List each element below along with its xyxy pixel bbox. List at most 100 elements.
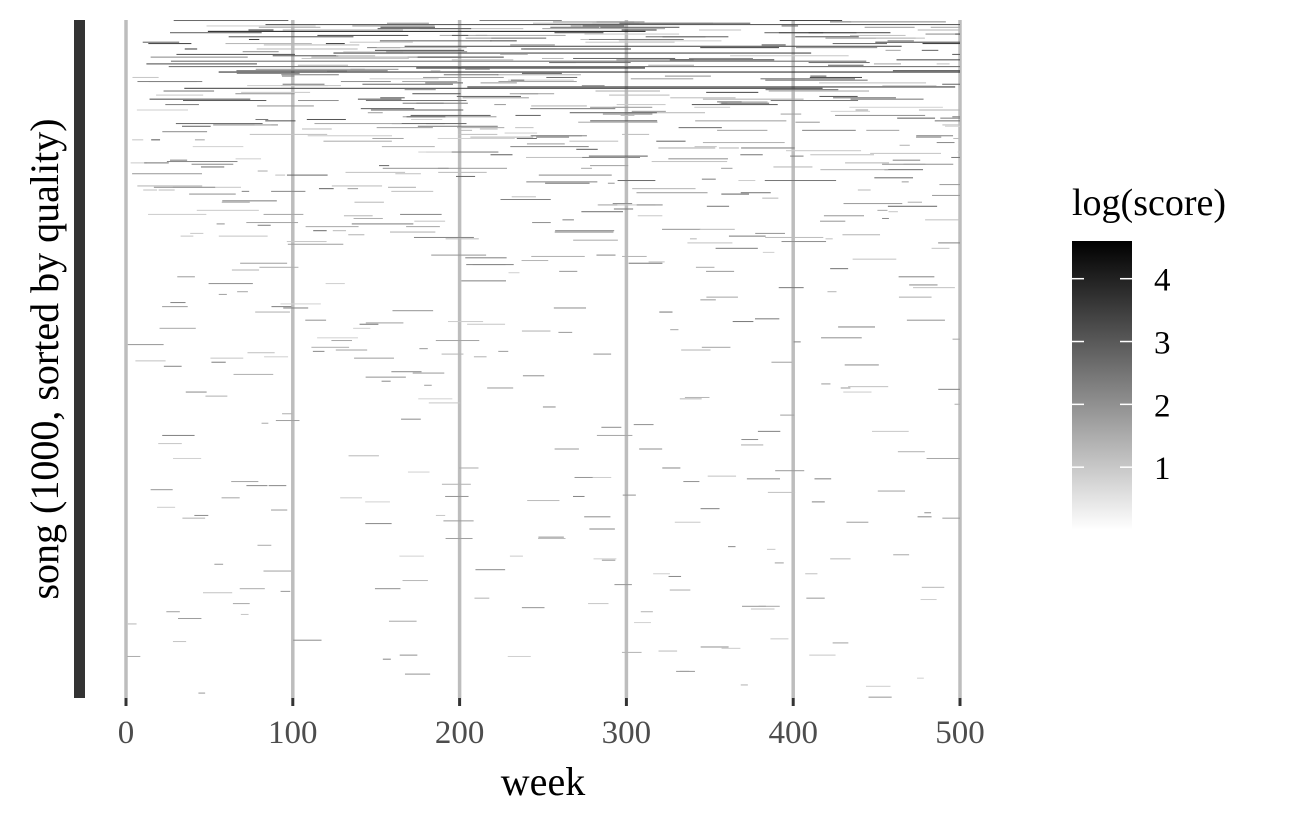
heatmap-cell bbox=[259, 266, 299, 268]
heatmap-cell bbox=[573, 239, 618, 241]
heatmap-cell bbox=[932, 194, 960, 196]
heatmap-cell bbox=[509, 555, 523, 557]
heatmap-cell bbox=[848, 386, 889, 388]
heatmap-cell bbox=[849, 21, 946, 23]
heatmap-cell bbox=[208, 283, 253, 285]
heatmap-cell bbox=[898, 276, 935, 278]
heatmap-cell bbox=[607, 182, 615, 184]
heatmap-cell bbox=[280, 303, 321, 305]
heatmap-cell bbox=[475, 569, 506, 571]
heatmap-cell bbox=[626, 112, 706, 114]
heatmap-cell bbox=[263, 44, 360, 46]
heatmap-cell bbox=[573, 495, 585, 497]
heatmap-cell bbox=[593, 353, 612, 355]
x-tick-label-100: 100 bbox=[268, 715, 318, 751]
heatmap-cell bbox=[538, 536, 564, 538]
heatmap-cell bbox=[766, 548, 776, 550]
heatmap-cell bbox=[574, 476, 594, 478]
heatmap-cell bbox=[669, 59, 775, 61]
heatmap-cell bbox=[435, 340, 480, 342]
heatmap-cell bbox=[802, 129, 856, 131]
heatmap-cell bbox=[760, 78, 855, 80]
heatmap-cell bbox=[380, 26, 436, 28]
heatmap-cell bbox=[553, 21, 635, 23]
heatmap-cell bbox=[132, 139, 144, 141]
heatmap-cell bbox=[336, 55, 376, 57]
heatmap-cell bbox=[874, 177, 914, 179]
heatmap-cell bbox=[931, 247, 950, 249]
heatmap-cell bbox=[416, 67, 645, 69]
heatmap-cell bbox=[835, 114, 926, 116]
heatmap-cell bbox=[166, 611, 180, 613]
heatmap-cell bbox=[480, 82, 517, 84]
heatmap-cell bbox=[925, 33, 960, 35]
heatmap-cell bbox=[359, 323, 379, 325]
color-legend: log(score) 1 2 3 4 bbox=[1072, 182, 1226, 530]
heatmap-cell bbox=[554, 32, 604, 34]
heatmap-cell bbox=[507, 655, 531, 657]
heatmap-cell bbox=[210, 357, 244, 359]
heatmap-cell bbox=[694, 146, 717, 148]
heatmap-cell bbox=[662, 228, 701, 230]
heatmap-cell bbox=[645, 36, 706, 38]
heatmap-cell bbox=[938, 242, 960, 244]
heatmap-cell bbox=[148, 43, 192, 45]
heatmap-cell bbox=[325, 283, 345, 285]
heatmap-cell bbox=[940, 117, 960, 119]
heatmap-cell bbox=[602, 113, 653, 115]
heatmap-cell bbox=[953, 137, 960, 139]
heatmap-cell bbox=[510, 146, 589, 148]
heatmap-cell bbox=[206, 25, 316, 27]
heatmap-cell bbox=[170, 159, 188, 161]
heatmap-cell bbox=[491, 37, 547, 39]
heatmap-cell bbox=[246, 222, 299, 224]
heatmap-cell bbox=[474, 597, 490, 599]
heatmap-cell bbox=[721, 193, 749, 195]
heatmap-cell bbox=[590, 120, 658, 122]
heatmap-cell bbox=[369, 78, 439, 80]
heatmap-cell bbox=[774, 562, 784, 564]
heatmap-cell bbox=[639, 448, 663, 450]
heatmap-cell bbox=[191, 163, 234, 165]
heatmap-cell bbox=[875, 37, 925, 39]
heatmap-cell bbox=[921, 49, 939, 51]
heatmap-cell bbox=[458, 133, 498, 135]
heatmap-cell bbox=[305, 226, 359, 228]
heatmap-cell bbox=[541, 57, 564, 59]
gridlines bbox=[124, 20, 962, 698]
heatmap-cell bbox=[268, 485, 287, 487]
heatmap-cell bbox=[441, 353, 464, 355]
heatmap-cell bbox=[555, 230, 615, 232]
heatmap-cell bbox=[589, 38, 684, 41]
heatmap-cell bbox=[569, 112, 657, 114]
heatmap-cell bbox=[706, 205, 730, 207]
heatmap-cell bbox=[536, 136, 570, 138]
heatmap-cell bbox=[162, 131, 208, 133]
heatmap-cell bbox=[331, 340, 352, 342]
heatmap-cells bbox=[127, 20, 961, 698]
heatmap-cell bbox=[740, 684, 748, 686]
heatmap-cell bbox=[163, 365, 182, 367]
heatmap-cell bbox=[857, 189, 871, 191]
heatmap-cell bbox=[593, 558, 617, 560]
heatmap-cell bbox=[896, 59, 960, 61]
heatmap-cell bbox=[165, 104, 199, 106]
heatmap-cell bbox=[640, 611, 653, 613]
heatmap-cell bbox=[388, 620, 417, 622]
heatmap-cell bbox=[392, 310, 434, 312]
heatmap-cell bbox=[830, 110, 871, 112]
heatmap-cell bbox=[461, 280, 506, 282]
heatmap-cell bbox=[582, 156, 641, 158]
heatmap-cell bbox=[939, 184, 960, 186]
heatmap-cell bbox=[281, 85, 341, 87]
heatmap-cell bbox=[954, 403, 960, 405]
heatmap-cell bbox=[365, 100, 467, 102]
heatmap-cell bbox=[814, 478, 832, 480]
heatmap-cell bbox=[573, 57, 676, 59]
heatmap-cell bbox=[530, 135, 587, 137]
heatmap-cell bbox=[265, 120, 296, 122]
heatmap-cell bbox=[306, 118, 346, 121]
heatmap-cell bbox=[349, 41, 413, 43]
heatmap-cell bbox=[441, 483, 471, 485]
heatmap-cell bbox=[916, 135, 954, 137]
